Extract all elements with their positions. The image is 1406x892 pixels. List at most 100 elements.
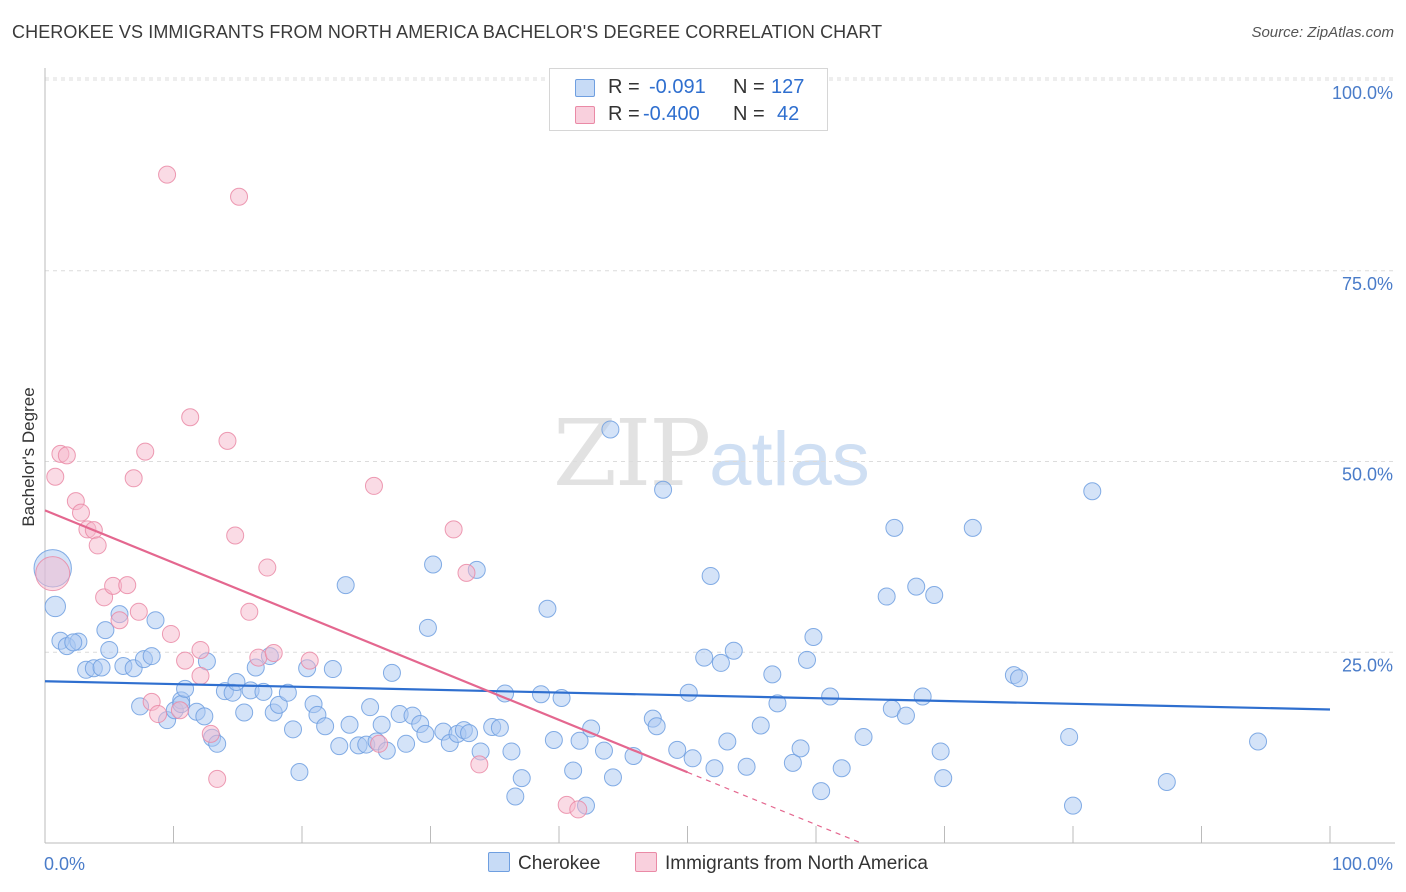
cherokee-point xyxy=(683,749,702,768)
cherokee-point xyxy=(340,715,359,734)
cherokee-point xyxy=(146,611,165,630)
cherokee-point xyxy=(397,734,416,753)
bottom-legend-immigrants: Immigrants from North America xyxy=(635,852,928,875)
x-tick-label: 0.0% xyxy=(44,854,85,874)
cherokee-point xyxy=(1249,732,1268,751)
cherokee-point xyxy=(913,687,932,706)
cherokee-point xyxy=(925,586,944,605)
cherokee-point xyxy=(290,763,309,782)
bottom-legend-swatch-cherokee xyxy=(488,852,510,872)
immigrants-point xyxy=(57,446,76,465)
immigrants-point xyxy=(158,165,177,184)
immigrants-point xyxy=(470,755,489,774)
y-tick-label: 75.0% xyxy=(1342,274,1393,294)
cherokee-point xyxy=(647,717,666,736)
cherokee-point xyxy=(711,653,730,672)
immigrants-point xyxy=(370,734,389,753)
cherokee-point xyxy=(885,518,904,537)
immigrants-point xyxy=(118,576,137,595)
bottom-legend-label: Immigrants from North America xyxy=(665,853,928,874)
y-axis-label: Bachelor's Degree xyxy=(19,387,38,526)
immigrants-point xyxy=(170,701,189,720)
cherokee-point xyxy=(460,724,479,743)
cherokee-point xyxy=(278,683,297,702)
cherokee-point xyxy=(506,787,525,806)
stats-legend: R = -0.091 N = 127 R = -0.400 N = 42 xyxy=(549,68,828,131)
cherokee-point xyxy=(798,650,817,669)
immigrants-point xyxy=(457,563,476,582)
bottom-legend-cherokee: Cherokee xyxy=(488,852,600,875)
immigrants-point xyxy=(444,520,463,539)
legend-n-value: 127 xyxy=(771,76,805,98)
legend-r-value: -0.400 xyxy=(643,103,700,125)
y-tick-label: 25.0% xyxy=(1342,655,1393,675)
cherokee-point xyxy=(832,759,851,778)
cherokee-point xyxy=(821,687,840,706)
legend-n-value: 42 xyxy=(777,103,800,125)
cherokee-point xyxy=(570,731,589,750)
immigrants-point xyxy=(240,602,259,621)
immigrants-point xyxy=(161,624,180,643)
immigrants-point xyxy=(181,408,200,427)
cherokee-point xyxy=(512,769,531,788)
immigrants-point xyxy=(364,476,383,495)
cherokee-point xyxy=(804,627,823,646)
immigrants-point xyxy=(230,187,249,206)
cherokee-point xyxy=(854,727,873,746)
cherokee-point xyxy=(718,732,737,751)
immigrants-point xyxy=(176,651,195,670)
tick-labels: 25.0% 50.0% 75.0% 100.0% 0.0% 100.0% xyxy=(44,83,1393,874)
immigrants-point xyxy=(110,611,129,630)
cherokee-point xyxy=(751,716,770,735)
cherokee-point xyxy=(934,769,953,788)
cherokee-point xyxy=(603,768,622,787)
immigrants-point xyxy=(569,800,588,819)
legend-swatch-immigrants xyxy=(575,106,595,124)
cherokee-point xyxy=(361,698,380,717)
y-tick-label: 50.0% xyxy=(1342,465,1393,485)
immigrants-point xyxy=(191,666,210,685)
cherokee-point xyxy=(538,599,557,618)
immigrants-point xyxy=(300,651,319,670)
cherokee-point xyxy=(963,518,982,537)
legend-r-label: R = xyxy=(608,103,640,125)
immigrants-point xyxy=(46,467,65,486)
cherokee-point xyxy=(1083,482,1102,501)
cherokee-point xyxy=(416,724,435,743)
cherokee-point xyxy=(737,757,756,776)
y-tick-label: 100.0% xyxy=(1332,83,1393,103)
axes xyxy=(44,68,1395,844)
immigrants-point xyxy=(88,536,107,555)
cherokee-point xyxy=(336,576,355,595)
cherokee-point xyxy=(812,782,831,801)
cherokee-point xyxy=(1157,772,1176,791)
immigrants-point xyxy=(149,705,168,724)
source-label: Source: ZipAtlas.com xyxy=(1251,24,1394,41)
cherokee-point xyxy=(768,694,787,713)
cherokee-point xyxy=(564,761,583,780)
trend-lines xyxy=(44,509,1331,844)
cherokee-point xyxy=(44,595,66,618)
cherokee-point xyxy=(705,759,724,778)
cherokee-point xyxy=(176,679,195,698)
immigrants-point xyxy=(191,640,210,659)
immigrants-point xyxy=(35,556,71,592)
cherokee-point xyxy=(877,587,896,606)
legend-swatch-cherokee xyxy=(575,79,595,97)
cherokee-point xyxy=(701,566,720,585)
cherokee-trend-line xyxy=(44,680,1331,711)
cherokee-point xyxy=(372,715,391,734)
cherokee-point xyxy=(668,740,687,759)
cherokee-point xyxy=(382,663,401,682)
immigrants-trend-line xyxy=(44,509,688,774)
cherokee-point xyxy=(783,753,802,772)
cherokee-point xyxy=(1060,727,1079,746)
chart-title: CHEROKEE VS IMMIGRANTS FROM NORTH AMERIC… xyxy=(12,22,883,42)
immigrants-trend-line-extension xyxy=(687,771,862,844)
cherokee-point xyxy=(532,685,551,704)
cherokee-point xyxy=(100,640,119,659)
cherokee-point xyxy=(269,695,288,714)
cherokee-point xyxy=(142,647,161,666)
cherokee-point xyxy=(424,555,443,574)
